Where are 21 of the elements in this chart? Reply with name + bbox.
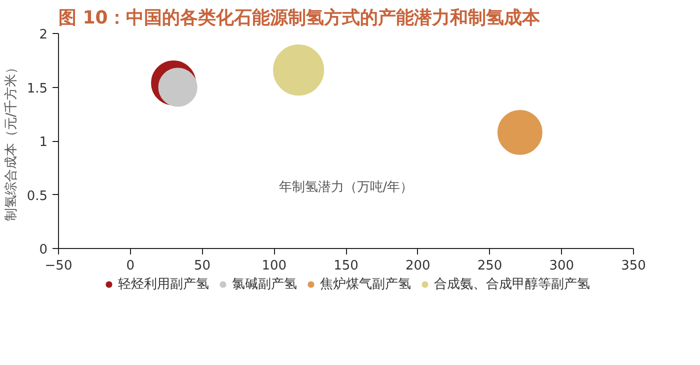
y-tick-label: 0.5 [26, 188, 48, 204]
x-tick-label: 300 [549, 258, 574, 274]
x-axis-title: 年制氢潜力（万吨/年） [278, 180, 414, 195]
y-tick-label: 1 [39, 135, 48, 150]
y-tick-label: 1.5 [26, 81, 48, 96]
x-tick-label: 250 [477, 258, 502, 274]
x-tick-label: −50 [44, 258, 72, 274]
y-tick-label: 0 [39, 242, 48, 258]
x-tick-label: 100 [262, 258, 287, 274]
x-tick-label: 0 [126, 258, 135, 274]
legend-label: 氯碱副产氢 [232, 276, 297, 293]
x-tick-label: 350 [621, 258, 646, 274]
x-tick-label: 150 [334, 258, 358, 274]
x-tick-label: 200 [405, 258, 430, 274]
legend-label: 轻烃利用副产氢 [118, 276, 209, 293]
legend-label: 合成氨、合成甲醇等副产氢 [434, 276, 590, 293]
y-axis-title: 制氢综合成本（元/千方米） [2, 60, 19, 222]
legend-label: 焦炉煤气副产氢 [320, 276, 411, 293]
y-tick-label: 2 [39, 28, 48, 42]
chart-title: 图 10：中国的各类化石能源制氢方式的产能潜力和制氢成本 [58, 8, 541, 28]
x-tick-label: 50 [194, 258, 211, 274]
